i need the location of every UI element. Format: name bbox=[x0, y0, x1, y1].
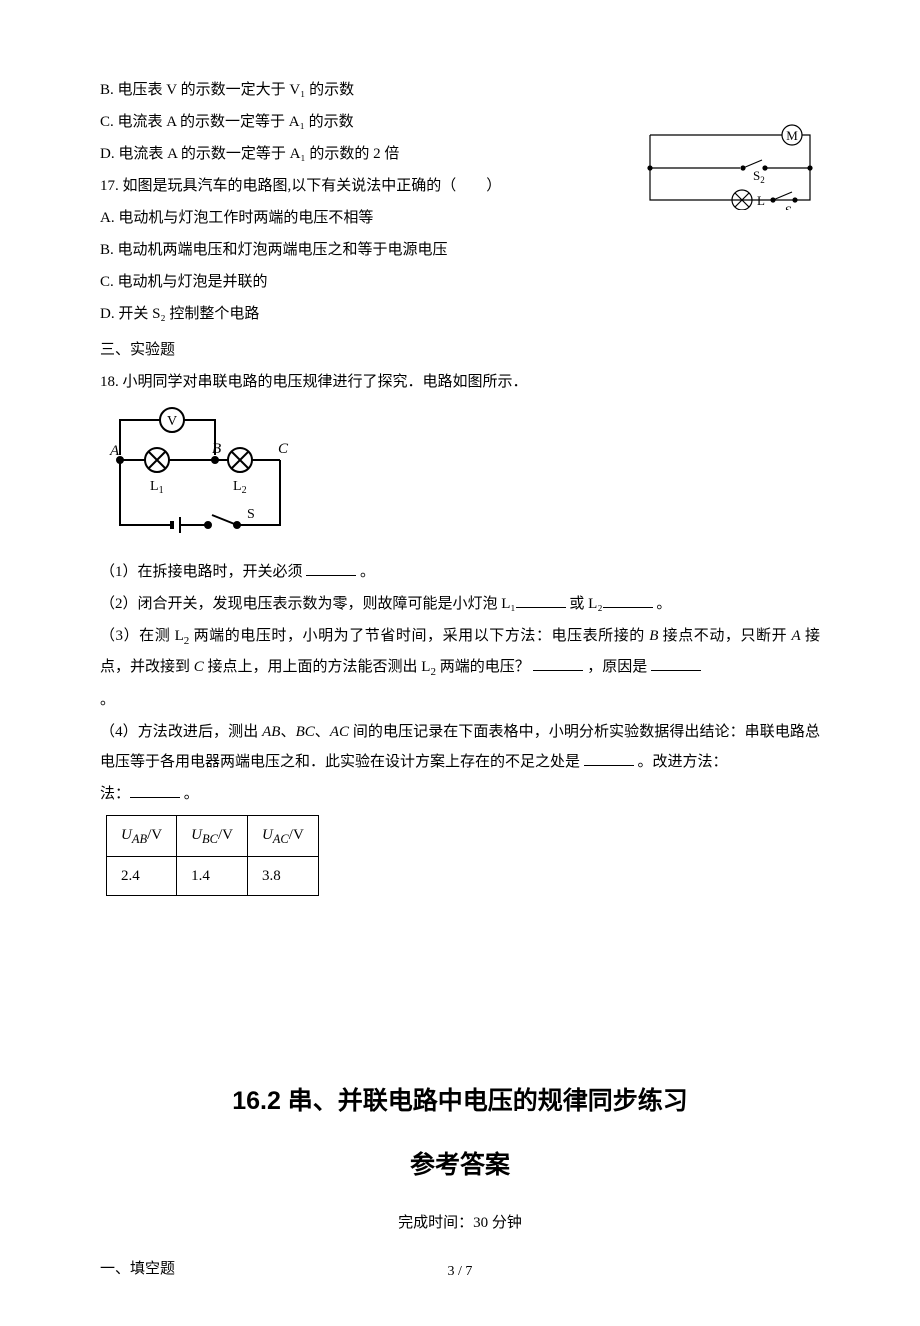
q18-p2-text-c: 。 bbox=[653, 596, 672, 612]
q18-p1-text-b: 。 bbox=[356, 564, 375, 580]
svg-text:L: L bbox=[757, 193, 765, 208]
blank-field[interactable] bbox=[516, 593, 566, 608]
table-cell: 3.8 bbox=[247, 857, 318, 896]
q18-p2-text-b: 或 L₂ bbox=[566, 596, 603, 612]
answer-title: 16.2 串、并联电路中电压的规律同步练习 bbox=[100, 1076, 820, 1126]
q18-p3-text-a: （3）在测 L2 两端的电压时，小明为了节省时间，采用以下方法：电压表所接的 B… bbox=[100, 628, 820, 675]
svg-text:L1: L1 bbox=[150, 479, 164, 496]
blank-field[interactable] bbox=[533, 656, 583, 671]
q16-opt-b: B. 电压表 V 的示数一定大于 V₁ 的示数 bbox=[100, 75, 820, 105]
table-header-ubc: UBC/V bbox=[177, 816, 248, 857]
svg-text:C: C bbox=[278, 441, 289, 457]
svg-text:B: B bbox=[212, 441, 221, 457]
q17-opt-d: D. 开关 S₂ 控制整个电路 bbox=[100, 299, 820, 329]
q18-p2: （2）闭合开关，发现电压表示数为零，则故障可能是小灯泡 L₁ 或 L₂ 。 bbox=[100, 589, 820, 619]
svg-text:V: V bbox=[167, 414, 177, 429]
blank-field[interactable] bbox=[306, 561, 356, 576]
q18-p4: （4）方法改进后，测出 AB、BC、AC 间的电压记录在下面表格中，小明分析实验… bbox=[100, 717, 820, 777]
svg-text:L2: L2 bbox=[233, 479, 247, 496]
q17-opt-b: B. 电动机两端电压和灯泡两端电压之和等于电源电压 bbox=[100, 235, 820, 265]
table-row: 2.4 1.4 3.8 bbox=[107, 857, 319, 896]
table-cell: 2.4 bbox=[107, 857, 177, 896]
q18-p3-tail: 。 bbox=[100, 685, 820, 715]
svg-text:S: S bbox=[247, 507, 255, 522]
voltage-data-table: UAB/V UBC/V UAC/V 2.4 1.4 3.8 bbox=[106, 815, 319, 896]
blank-field[interactable] bbox=[130, 783, 180, 798]
table-header-uac: UAC/V bbox=[247, 816, 318, 857]
q18-stem: 18. 小明同学对串联电路的电压规律进行了探究．电路如图所示． bbox=[100, 367, 820, 397]
q18-p4-line2: 法： 。 bbox=[100, 779, 820, 809]
q18-p1-text-a: （1）在拆接电路时，开关必须 bbox=[100, 564, 306, 580]
blank-field[interactable] bbox=[603, 593, 653, 608]
table-header-uab: UAB/V bbox=[107, 816, 177, 857]
time-note: 完成时间：30 分钟 bbox=[100, 1208, 820, 1238]
svg-text:M: M bbox=[786, 128, 798, 143]
q18-circuit-figure: V A B C L1 L2 S bbox=[100, 405, 290, 540]
svg-text:S2: S2 bbox=[753, 168, 765, 185]
q18-p4-text-b: 。改进方法： bbox=[634, 754, 728, 770]
page-number: 3 / 7 bbox=[0, 1258, 920, 1286]
q17-circuit-figure: M S2 L S1 bbox=[635, 120, 825, 210]
table-cell: 1.4 bbox=[177, 857, 248, 896]
blank-field[interactable] bbox=[651, 656, 701, 671]
q18-p2-text-a: （2）闭合开关，发现电压表示数为零，则故障可能是小灯泡 L₁ bbox=[100, 596, 516, 612]
q18-p3: （3）在测 L2 两端的电压时，小明为了节省时间，采用以下方法：电压表所接的 B… bbox=[100, 621, 820, 683]
q18-p1: （1）在拆接电路时，开关必须 。 bbox=[100, 557, 820, 587]
q17-opt-c: C. 电动机与灯泡是并联的 bbox=[100, 267, 820, 297]
table-row: UAB/V UBC/V UAC/V bbox=[107, 816, 319, 857]
q18-p4-text-c: 。 bbox=[180, 786, 199, 802]
q18-p3-text-b: ，原因是 bbox=[583, 659, 651, 675]
answer-subtitle: 参考答案 bbox=[100, 1140, 820, 1190]
section-3-heading: 三、实验题 bbox=[100, 335, 820, 365]
blank-field[interactable] bbox=[584, 751, 634, 766]
svg-text:S1: S1 bbox=[785, 203, 797, 210]
